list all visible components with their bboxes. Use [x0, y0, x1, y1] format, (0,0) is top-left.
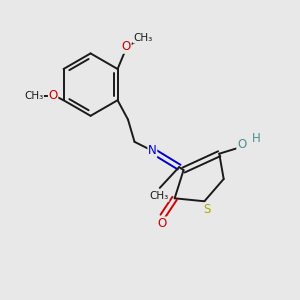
Text: CH₃: CH₃	[24, 91, 44, 101]
Text: O: O	[237, 138, 246, 151]
Text: H: H	[251, 132, 260, 146]
Text: CH₃: CH₃	[133, 33, 152, 43]
Text: O: O	[49, 89, 58, 102]
Text: CH₃: CH₃	[150, 191, 169, 201]
Text: O: O	[122, 40, 131, 53]
Text: N: N	[148, 144, 157, 157]
Text: O: O	[158, 217, 167, 230]
Text: S: S	[204, 203, 211, 216]
